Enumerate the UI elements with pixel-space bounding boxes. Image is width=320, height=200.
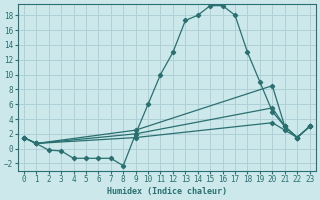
X-axis label: Humidex (Indice chaleur): Humidex (Indice chaleur) xyxy=(107,187,227,196)
